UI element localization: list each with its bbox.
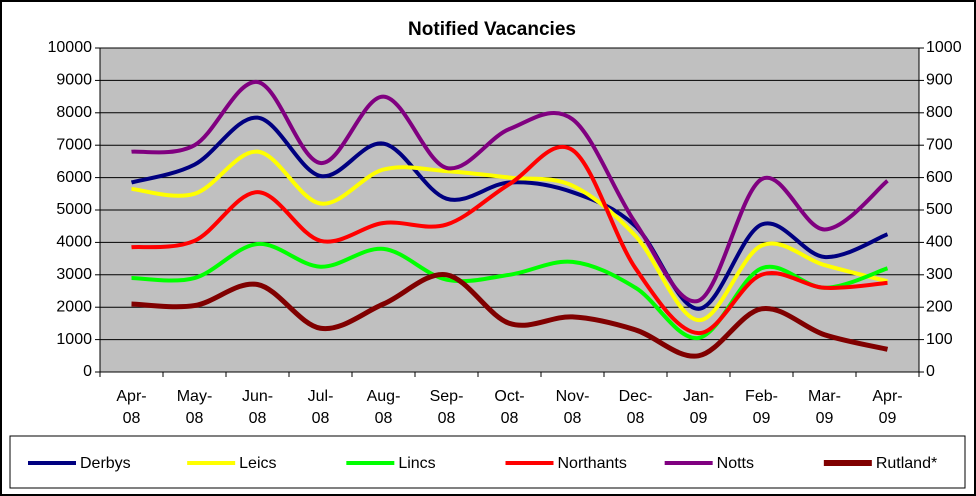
x-tick-label: May-08 — [176, 388, 213, 427]
legend-label: Lincs — [398, 455, 435, 472]
legend-label: Northants — [558, 455, 627, 472]
y2-tick-label: 1000 — [926, 39, 962, 56]
x-tick-label: Sep-08 — [429, 388, 464, 427]
line — [131, 145, 888, 336]
legend — [9, 435, 966, 489]
line — [131, 80, 889, 304]
x-tick-label: Nov-08 — [555, 388, 590, 427]
y2-tick-label: 200 — [926, 298, 953, 315]
x-tick-label: Jul-08 — [307, 388, 334, 427]
x-tick-label: Apr-08 — [116, 388, 147, 427]
y-tick-label: 3000 — [56, 266, 92, 283]
y-tick-label: 9000 — [56, 72, 92, 89]
y2-tick-label: 300 — [926, 266, 953, 283]
x-tick-label: Mar-09 — [808, 388, 841, 427]
y2-tick-label: 600 — [926, 169, 953, 186]
y-tick-label: 6000 — [56, 169, 92, 186]
y2-tick-label: 100 — [926, 331, 953, 348]
x-tick-label: Oct-08 — [494, 388, 525, 427]
y-tick-label: 2000 — [56, 298, 92, 315]
legend-label: Leics — [239, 455, 276, 472]
x-tick-label: Jan-09 — [682, 388, 715, 427]
x-tick-label: Aug-08 — [366, 388, 401, 427]
y-tick-label: 4000 — [56, 234, 92, 251]
y2-tick-label: 500 — [926, 201, 953, 218]
y-tick-label: 5000 — [56, 201, 92, 218]
x-tick-label: Feb-09 — [745, 388, 778, 427]
legend-label: Notts — [717, 455, 754, 472]
y2-tick-label: 0 — [926, 363, 935, 380]
line — [131, 272, 889, 359]
y2-tick-label: 700 — [926, 136, 953, 153]
y-tick-label: 0 — [83, 363, 92, 380]
x-tick-label: Jun-08 — [241, 388, 274, 427]
y-tick-label: 7000 — [56, 136, 92, 153]
y-tick-label: 8000 — [56, 104, 92, 121]
y-tick-label: 1000 — [56, 331, 92, 348]
legend-label: Rutland* — [876, 455, 937, 472]
y2-tick-label: 900 — [926, 72, 953, 89]
y2-tick-label: 800 — [926, 104, 953, 121]
line — [131, 242, 889, 340]
x-tick-label: Dec-08 — [618, 388, 653, 427]
x-tick-label: Apr-09 — [872, 388, 903, 427]
y-tick-label: 10000 — [48, 39, 93, 56]
legend-label: Derbys — [80, 455, 131, 472]
chart-title: Notified Vacancies — [408, 19, 576, 40]
y2-tick-label: 400 — [926, 234, 953, 251]
